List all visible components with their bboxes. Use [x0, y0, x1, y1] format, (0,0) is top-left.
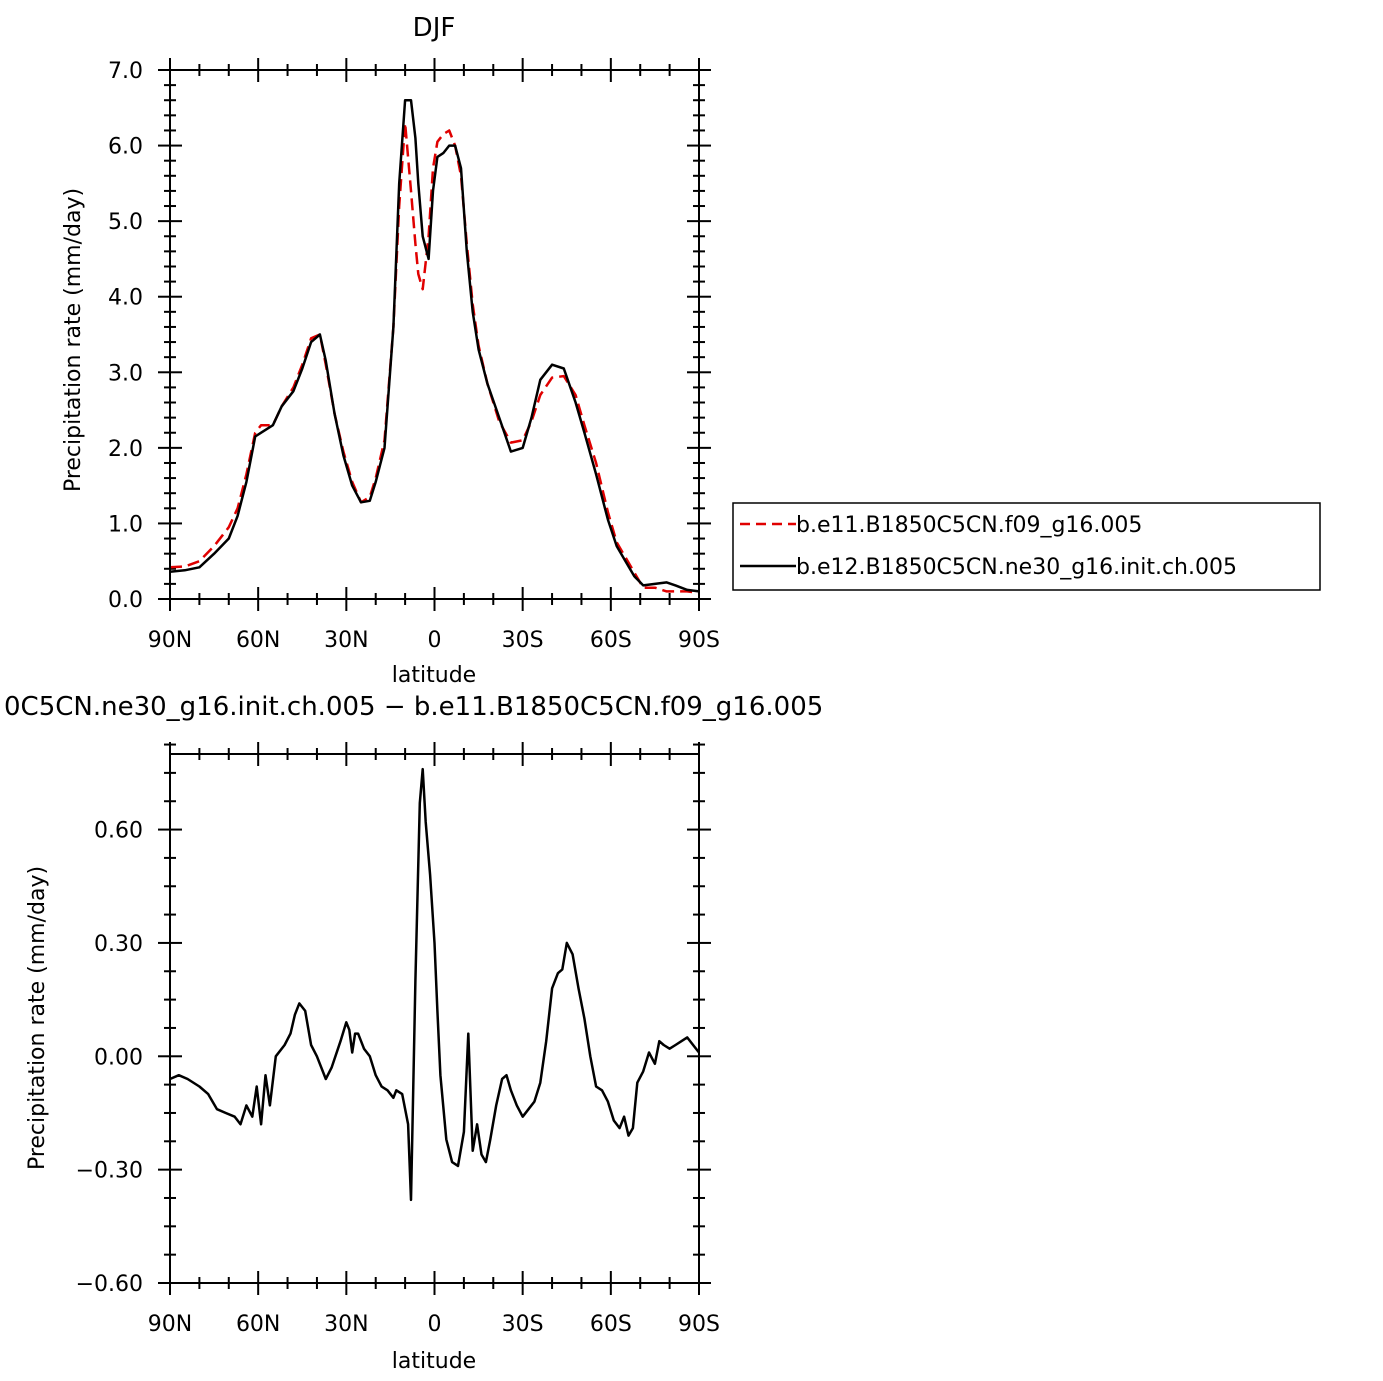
y-tick-label: 0.0 [108, 588, 143, 613]
x-tick-label: 90N [148, 1312, 192, 1337]
top-ticks [158, 58, 711, 611]
y-tick-label: 2.0 [108, 437, 143, 462]
bottom-plot-frame [169, 753, 700, 1284]
legend-label-series-2: b.e12.B1850C5CN.ne30_g16.init.ch.005 [796, 555, 1237, 580]
x-tick-label: 30S [502, 1312, 544, 1337]
y-tick-label: 0.60 [94, 819, 143, 844]
top-chart: DJF 90N 60N 30N 0 30S 60S 90S 0.0 1.0 2.0 3.0 4.0 5… [61, 13, 1321, 688]
y-tick-label: 0.30 [94, 932, 143, 957]
top-chart-title: DJF [413, 13, 456, 43]
y-tick-label: 3.0 [108, 361, 143, 386]
y-tick-label: 0.00 [94, 1045, 143, 1070]
legend: b.e11.B1850C5CN.f09_g16.005 b.e12.B1850C… [732, 502, 1321, 591]
top-x-tick-labels: 90N 60N 30N 0 30S 60S 90S [148, 628, 720, 653]
top-series-layer [169, 98, 700, 595]
series-line-1 [169, 121, 700, 595]
x-tick-label: 90N [148, 628, 192, 653]
x-tick-label: 60N [236, 1312, 280, 1337]
y-tick-label: −0.30 [76, 1159, 143, 1184]
bottom-chart: 0C5CN.ne30_g16.init.ch.005 − b.e11.B1850… [4, 692, 823, 1374]
bottom-x-axis-label: latitude [392, 1349, 476, 1374]
y-tick-label: 4.0 [108, 286, 143, 311]
top-y-tick-labels: 0.0 1.0 2.0 3.0 4.0 5.0 6.0 7.0 [108, 59, 143, 613]
x-tick-label: 60S [590, 628, 632, 653]
bottom-x-tick-labels: 90N 60N 30N 0 30S 60S 90S [148, 1312, 720, 1337]
legend-label-series-1: b.e11.B1850C5CN.f09_g16.005 [796, 513, 1142, 538]
series-line-2 [169, 98, 700, 593]
y-tick-label: 5.0 [108, 210, 143, 235]
bottom-y-tick-labels: −0.60 −0.30 0.00 0.30 0.60 [76, 819, 143, 1297]
x-tick-label: 30N [324, 1312, 368, 1337]
x-tick-label: 0 [428, 1312, 442, 1337]
x-tick-label: 60S [590, 1312, 632, 1337]
x-tick-label: 90S [678, 1312, 720, 1337]
bottom-y-axis-label: Precipitation rate (mm/day) [25, 866, 50, 1170]
y-tick-label: 7.0 [108, 59, 143, 84]
x-tick-label: 60N [236, 628, 280, 653]
bottom-ticks [158, 742, 711, 1295]
y-tick-label: 1.0 [108, 512, 143, 537]
bottom-chart-title: 0C5CN.ne30_g16.init.ch.005 − b.e11.B1850… [4, 692, 823, 722]
x-tick-label: 90S [678, 628, 720, 653]
series-line-1 [169, 767, 700, 1202]
legend-box [732, 502, 1321, 591]
x-tick-label: 0 [428, 628, 442, 653]
top-plot-frame [169, 69, 700, 600]
y-tick-label: 6.0 [108, 135, 143, 160]
top-y-axis-label: Precipitation rate (mm/day) [61, 188, 86, 492]
x-tick-label: 30N [324, 628, 368, 653]
bottom-series-layer [169, 767, 700, 1202]
top-x-axis-label: latitude [392, 663, 476, 688]
y-tick-label: −0.60 [76, 1272, 143, 1297]
x-tick-label: 30S [502, 628, 544, 653]
